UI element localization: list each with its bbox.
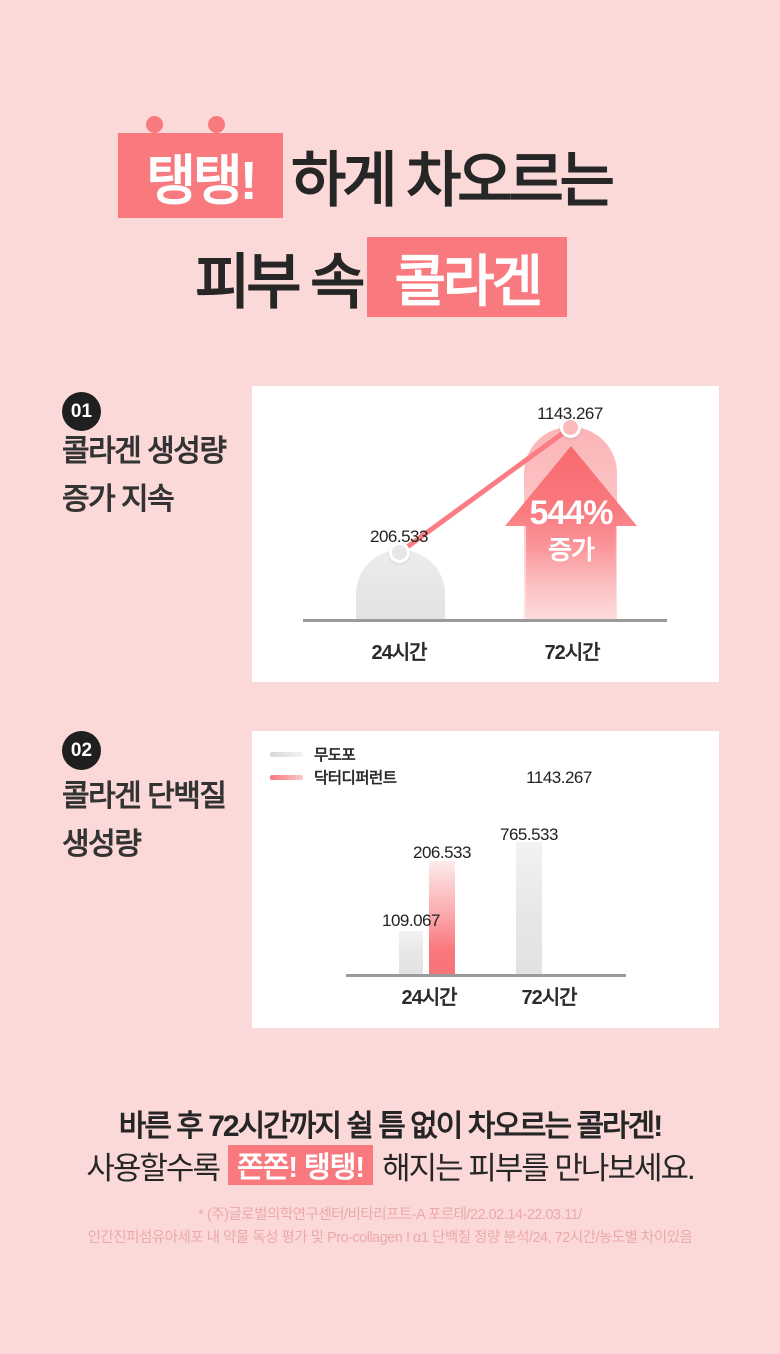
footer-subline: 사용할수록 쫀쫀! 탱탱! 해지는 피부를 만나보세요. bbox=[0, 1144, 780, 1186]
deco-dot-icon bbox=[146, 116, 163, 133]
x-axis bbox=[346, 974, 626, 977]
section-label-line1: 콜라겐 생성량 bbox=[62, 435, 227, 468]
x-axis bbox=[303, 619, 667, 622]
value-label-72h: 1143.267 bbox=[537, 404, 603, 423]
growth-annotation: 544% 증가 bbox=[505, 496, 637, 563]
chart-card-collagen-growth: 544% 증가 206.533 1143.267 24시간 72시간 bbox=[252, 386, 719, 682]
growth-percent: 544% bbox=[529, 494, 614, 532]
deco-dot-icon bbox=[208, 116, 225, 133]
section-label-line2: 생성량 bbox=[62, 828, 142, 861]
footer-subline-prefix: 사용할수록 bbox=[86, 1150, 221, 1186]
section-label-line2: 증가 지속 bbox=[62, 483, 175, 516]
page-title-line2: 피부 속 콜라겐 bbox=[195, 237, 568, 317]
title-highlight-box: 탱탱! bbox=[118, 133, 283, 218]
legend-label: 닥터디퍼런트 bbox=[314, 770, 397, 787]
title-text: 피부 속 bbox=[195, 248, 365, 316]
value-label-drdifferent-72h: 1143.267 bbox=[526, 768, 592, 787]
legend-item-untreated: 무도포 bbox=[270, 746, 397, 764]
trend-line bbox=[396, 425, 573, 556]
value-label-24h: 206.533 bbox=[370, 527, 428, 546]
x-tick-24h: 24시간 bbox=[371, 642, 427, 664]
bar-drdifferent-24h bbox=[429, 861, 455, 974]
x-tick-72h: 72시간 bbox=[544, 642, 600, 664]
section-label-line1: 콜라겐 단백질 bbox=[62, 780, 227, 813]
value-label-untreated-24h: 109.067 bbox=[382, 911, 440, 930]
data-point-marker bbox=[389, 542, 410, 563]
bar-drdifferent-72h bbox=[546, 785, 572, 974]
legend-swatch-pink bbox=[270, 774, 303, 780]
legend-label: 무도포 bbox=[314, 747, 356, 764]
growth-word: 증가 bbox=[548, 535, 595, 565]
footer-headline: 바른 후 72시간까지 쉴 틈 없이 차오르는 콜라겐! bbox=[118, 1110, 664, 1143]
disclaimer-line1: * (주)글로벌의학연구센터/비타리프트-A 포르테/22.02.14-22.0… bbox=[198, 1207, 582, 1223]
page-title-line1: 탱탱! 하게 차오르는 bbox=[118, 133, 615, 218]
section-number-badge: 02 bbox=[62, 731, 101, 770]
data-point-marker bbox=[560, 417, 581, 438]
disclaimer-line2: 인간진피섬유아세포 내 약물 독성 평가 및 Pro-collagen I α1… bbox=[87, 1229, 693, 1246]
footer-subline-suffix: 해지는 피부를 만나보세요. bbox=[382, 1150, 696, 1186]
chart-card-collagen-protein: 무도포 닥터디퍼런트 109.067 206.533 765.533 1143.… bbox=[252, 731, 719, 1028]
disclaimer-text: * (주)글로벌의학연구센터/비타리프트-A 포르테/22.02.14-22.0… bbox=[0, 1204, 780, 1249]
chart-legend: 무도포 닥터디퍼런트 bbox=[270, 746, 397, 787]
value-label-untreated-72h: 765.533 bbox=[500, 825, 558, 844]
section-number-badge: 01 bbox=[62, 392, 101, 431]
footer-highlight-box: 쫀쫀! 탱탱! bbox=[227, 1145, 374, 1185]
title-highlight-box: 콜라겐 bbox=[367, 237, 568, 317]
bar-untreated-72h bbox=[516, 842, 542, 974]
value-label-drdifferent-24h: 206.533 bbox=[413, 843, 471, 862]
legend-swatch-gray bbox=[270, 751, 303, 757]
bar-untreated-24h bbox=[399, 931, 423, 974]
title-text: 하게 차오르는 bbox=[291, 147, 615, 214]
section-label: 콜라겐 단백질 생성량 bbox=[62, 773, 227, 869]
section-label: 콜라겐 생성량 증가 지속 bbox=[62, 428, 227, 524]
x-tick-72h: 72시간 bbox=[521, 987, 577, 1009]
x-tick-24h: 24시간 bbox=[401, 987, 457, 1009]
legend-item-drdifferent: 닥터디퍼런트 bbox=[270, 769, 397, 787]
